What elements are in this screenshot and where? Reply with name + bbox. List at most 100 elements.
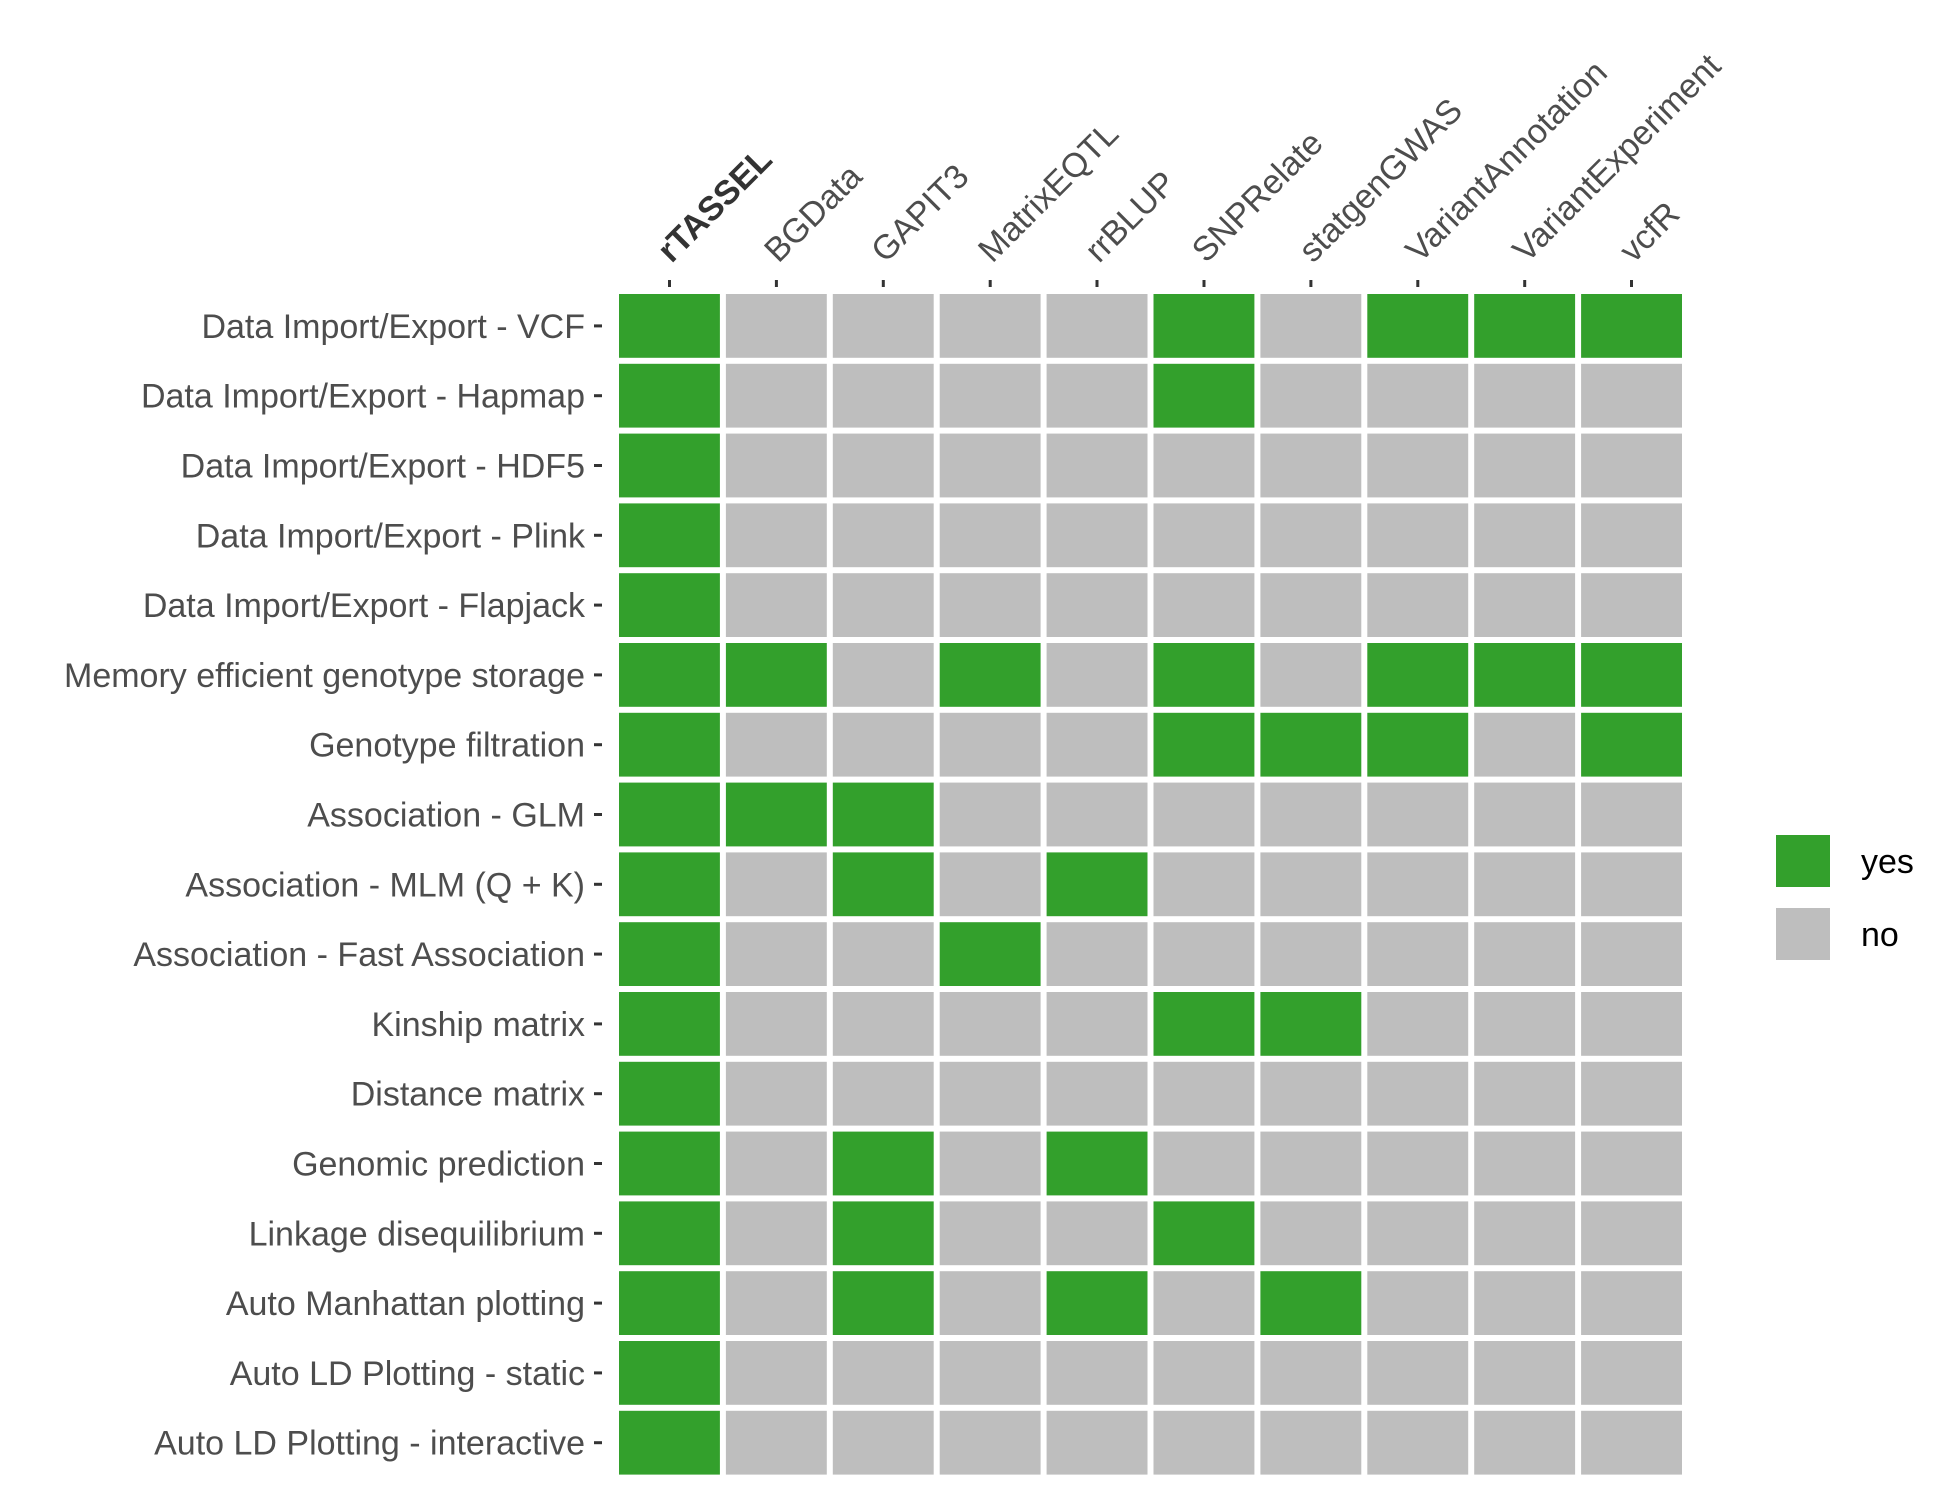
heatmap-cell-yes: [619, 992, 720, 1056]
heatmap-cell-no: [939, 1131, 1041, 1196]
heatmap-cell-no: [1260, 782, 1362, 847]
heatmap-cell-no: [1046, 294, 1148, 358]
y-tick-label: Distance matrix: [351, 1076, 585, 1114]
heatmap-cell-no: [939, 1061, 1041, 1126]
heatmap-cell-no: [1046, 1341, 1148, 1405]
heatmap-cell-no: [1367, 1341, 1469, 1405]
heatmap-cell-no: [1474, 782, 1576, 847]
heatmap-cell-no: [1153, 1271, 1255, 1335]
heatmap-cell-yes: [619, 1131, 720, 1196]
heatmap-cell-no: [1260, 1061, 1362, 1126]
heatmap-cell-yes: [619, 503, 720, 568]
heatmap-cell-no: [1581, 1410, 1682, 1475]
heatmap-cell-no: [725, 363, 827, 428]
heatmap-cell-no: [939, 1410, 1041, 1475]
heatmap-cell-no: [1046, 573, 1148, 637]
heatmap-cell-no: [832, 503, 934, 568]
heatmap-cell-no: [1153, 922, 1255, 986]
heatmap-cell-no: [1260, 573, 1362, 637]
heatmap-cell-yes: [619, 1201, 720, 1266]
heatmap-cell-no: [725, 712, 827, 777]
heatmap-cell-no: [1581, 1271, 1682, 1335]
heatmap-cell-no: [1153, 1341, 1255, 1405]
heatmap-cell-yes: [619, 433, 720, 498]
heatmap-cell-no: [1260, 1201, 1362, 1266]
heatmap-cell-no: [725, 433, 827, 498]
heatmap-cell-yes: [1153, 363, 1255, 428]
heatmap-cell-no: [1046, 433, 1148, 498]
heatmap-cell-no: [1260, 294, 1362, 358]
heatmap-cell-no: [1367, 1271, 1469, 1335]
y-tick-label: Association - Fast Association: [133, 936, 585, 974]
heatmap-cell-no: [725, 992, 827, 1056]
y-tick-label: Genotype filtration: [309, 727, 585, 765]
heatmap-cell-no: [1474, 363, 1576, 428]
heatmap-cell-no: [725, 1271, 827, 1335]
heatmap-cell-no: [1367, 433, 1469, 498]
y-tick-label: Auto Manhattan plotting: [226, 1285, 585, 1323]
heatmap-cell-no: [1474, 1410, 1576, 1475]
legend-key-no: [1776, 908, 1830, 960]
heatmap-cell-no: [939, 712, 1041, 777]
heatmap-cell-no: [1474, 573, 1576, 637]
heatmap-cell-no: [1260, 643, 1362, 707]
heatmap-cell-no: [1581, 363, 1682, 428]
heatmap-cell-no: [725, 1131, 827, 1196]
heatmap-cell-no: [1474, 712, 1576, 777]
legend-label-no: no: [1861, 916, 1899, 954]
y-tick-label: Kinship matrix: [371, 1006, 585, 1044]
x-tick-label: VariantAnnotation: [1399, 53, 1615, 269]
heatmap-cell-yes: [619, 852, 720, 917]
heatmap-cell-yes: [619, 782, 720, 847]
heatmap-cell-no: [1367, 363, 1469, 428]
heatmap-cell-no: [1474, 503, 1576, 568]
heatmap-cell-no: [939, 852, 1041, 917]
heatmap-cell-no: [1581, 433, 1682, 498]
heatmap-cell-no: [1581, 1201, 1682, 1266]
heatmap-cell-yes: [1260, 992, 1362, 1056]
heatmap-cell-no: [1046, 503, 1148, 568]
heatmap-cell-no: [939, 1341, 1041, 1405]
heatmap-cell-no: [1260, 1410, 1362, 1475]
heatmap-cell-no: [725, 1061, 827, 1126]
heatmap-cell-no: [1046, 1410, 1148, 1475]
heatmap-cell-yes: [619, 573, 720, 637]
heatmap-cell-yes: [1153, 992, 1255, 1056]
heatmap-cell-yes: [619, 1271, 720, 1335]
heatmap-cell-no: [1046, 1201, 1148, 1266]
heatmap-cell-yes: [1046, 1271, 1148, 1335]
heatmap-cell-yes: [1153, 1201, 1255, 1266]
heatmap-cell-no: [832, 1061, 934, 1126]
heatmap-cell-no: [1581, 992, 1682, 1056]
x-tick-label: VariantExperiment: [1505, 46, 1728, 269]
heatmap-cell-no: [1260, 852, 1362, 917]
heatmap-cell-yes: [1153, 643, 1255, 707]
heatmap-cell-no: [1367, 1061, 1469, 1126]
heatmap-cell-no: [832, 922, 934, 986]
heatmap-cell-no: [1474, 992, 1576, 1056]
heatmap-cell-no: [939, 1201, 1041, 1266]
heatmap-cell-no: [1581, 1341, 1682, 1405]
heatmap-cells: [619, 294, 1682, 1475]
y-tick-label: Data Import/Export - Plink: [196, 517, 586, 555]
heatmap-cell-no: [832, 643, 934, 707]
heatmap-cell-no: [1153, 1131, 1255, 1196]
heatmap-cell-yes: [832, 852, 934, 917]
heatmap-cell-no: [1367, 782, 1469, 847]
heatmap-cell-yes: [619, 294, 720, 358]
heatmap-cell-no: [832, 573, 934, 637]
y-tick-label: Data Import/Export - HDF5: [181, 448, 585, 486]
y-tick-label: Data Import/Export - VCF: [201, 308, 585, 346]
heatmap-cell-yes: [1153, 712, 1255, 777]
heatmap-cell-yes: [1260, 712, 1362, 777]
heatmap-cell-no: [1367, 1201, 1469, 1266]
heatmap-cell-no: [832, 1341, 934, 1405]
heatmap-cell-no: [725, 294, 827, 358]
heatmap-cell-no: [1046, 992, 1148, 1056]
heatmap-cell-no: [725, 922, 827, 986]
heatmap-cell-no: [725, 503, 827, 568]
x-tick-label: rrBLUP: [1078, 164, 1184, 270]
heatmap-cell-no: [1367, 573, 1469, 637]
heatmap-cell-no: [1581, 573, 1682, 637]
heatmap-cell-no: [1260, 1131, 1362, 1196]
